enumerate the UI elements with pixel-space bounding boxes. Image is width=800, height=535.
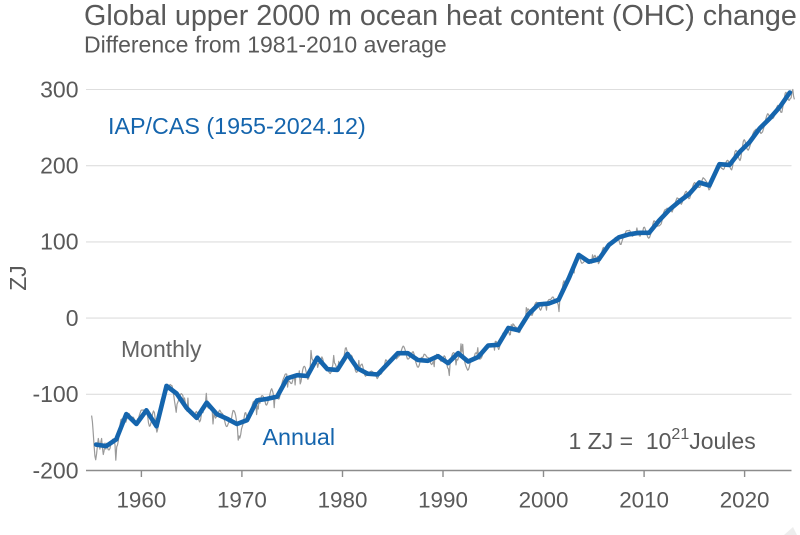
svg-text:Monthly: Monthly — [121, 336, 202, 362]
svg-text:1960: 1960 — [116, 488, 166, 513]
svg-text:2000: 2000 — [519, 488, 569, 513]
svg-text:Global upper 2000 m ocean heat: Global upper 2000 m ocean heat content (… — [84, 0, 797, 32]
svg-text:1970: 1970 — [217, 488, 267, 513]
svg-text:2020: 2020 — [720, 488, 770, 513]
svg-text:200: 200 — [40, 153, 78, 179]
svg-text:300: 300 — [40, 76, 78, 102]
svg-text:2010: 2010 — [619, 488, 669, 513]
svg-text:1 ZJ = 1021Joules: 1 ZJ = 1021Joules — [569, 426, 756, 454]
svg-text:-200: -200 — [32, 457, 78, 483]
svg-text:1980: 1980 — [318, 488, 368, 513]
svg-text:Annual: Annual — [263, 424, 336, 450]
svg-text:-100: -100 — [32, 381, 78, 407]
svg-text:0: 0 — [66, 305, 79, 331]
svg-text:IAP/CAS (1955-2024.12): IAP/CAS (1955-2024.12) — [108, 113, 366, 139]
svg-text:1990: 1990 — [418, 488, 468, 513]
svg-text:Difference from 1981-2010 aver: Difference from 1981-2010 average — [84, 32, 447, 58]
svg-text:100: 100 — [40, 229, 78, 255]
svg-text:ZJ: ZJ — [5, 265, 31, 291]
